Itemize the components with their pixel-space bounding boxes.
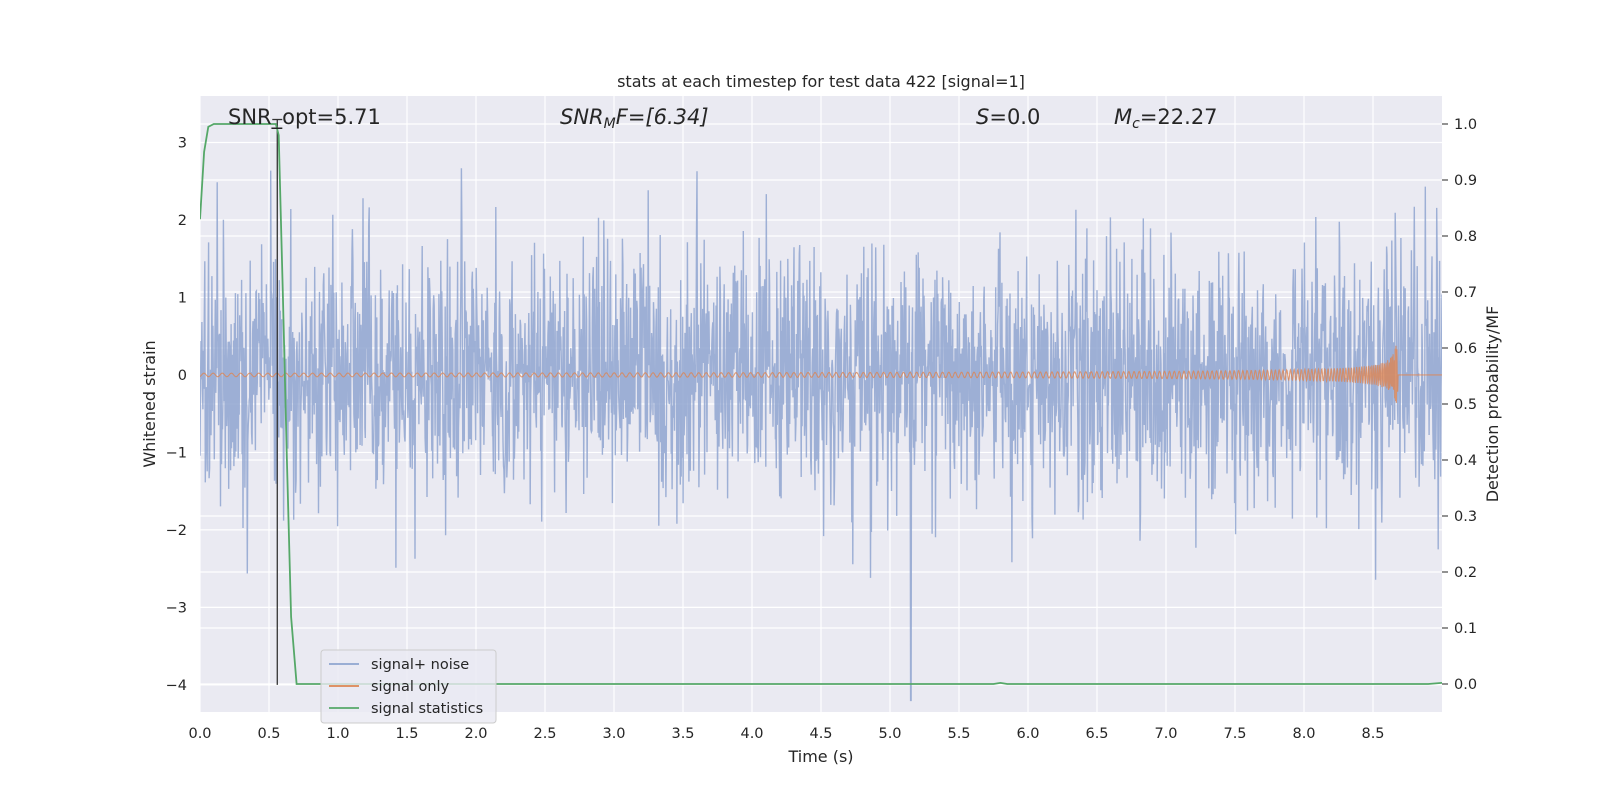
y-right-tick-label-1: 0.9 — [1454, 173, 1477, 189]
x-tick-label-11: 5.5 — [947, 726, 970, 742]
y-right-tick-label-6: 0.4 — [1454, 453, 1477, 469]
legend: signal+ noise signal only signal statist… — [320, 649, 497, 724]
y-tick-label-0: 3 — [178, 135, 187, 151]
y-tick-label-3: 0 — [178, 368, 187, 384]
y-right-tick-label-4: 0.6 — [1454, 341, 1477, 357]
x-tick-label-4: 2.0 — [464, 726, 487, 742]
y-right-tick-label-2: 0.8 — [1454, 229, 1477, 245]
x-tick-label-1: 0.5 — [257, 726, 280, 742]
legend-box — [320, 649, 497, 724]
x-tick-label-7: 3.5 — [671, 726, 694, 742]
x-tick-label-5: 2.5 — [533, 726, 556, 742]
x-axis-ticks: 0.0 0.5 1.0 1.5 2.0 2.5 3.0 3.5 4.0 4.5 5.0 5.5 6.0 6… — [188, 726, 1384, 742]
annotation-s: S=0.0 — [976, 105, 1040, 129]
legend-label-signal-only: signal only — [371, 679, 450, 695]
y-axis-right-label: Detection probability/MF — [1483, 306, 1502, 503]
annotation-snr-mf: SNRMF=[6.34] — [560, 105, 709, 132]
plot-area — [200, 118, 1442, 702]
y-axis-left-ticks: 3 2 1 0 −1 −2 −3 −4 — [166, 135, 187, 693]
series-line-signal-only — [200, 345, 1442, 403]
x-tick-label-3: 1.5 — [395, 726, 418, 742]
y-tick-label-5: −2 — [166, 523, 187, 539]
x-tick-label-17: 8.5 — [1361, 726, 1384, 742]
x-tick-label-16: 8.0 — [1292, 726, 1315, 742]
legend-label-signal-noise: signal+ noise — [371, 657, 469, 673]
y-tick-label-2: 1 — [178, 290, 187, 306]
series-line-signal-noise — [200, 168, 1442, 702]
y-right-tick-label-0: 1.0 — [1454, 117, 1477, 133]
y-axis-right-ticks: 1.0 0.9 0.8 0.7 0.6 0.5 0.4 0.3 0.2 0.1 0.0 — [1442, 117, 1477, 693]
y-axis-label: Whitened strain — [140, 340, 159, 467]
x-tick-label-14: 7.0 — [1154, 726, 1177, 742]
legend-label-signal-statistics: signal statistics — [371, 701, 483, 717]
y-tick-label-7: −4 — [166, 678, 187, 694]
y-right-tick-label-3: 0.7 — [1454, 285, 1477, 301]
y-right-tick-label-5: 0.5 — [1454, 397, 1477, 413]
x-tick-label-12: 6.0 — [1016, 726, 1039, 742]
y-tick-label-6: −3 — [166, 600, 187, 616]
annotation-mc: Mc=22.27 — [1114, 105, 1218, 132]
x-tick-label-10: 5.0 — [878, 726, 901, 742]
x-tick-label-13: 6.5 — [1085, 726, 1108, 742]
y-tick-label-4: −1 — [166, 445, 187, 461]
y-right-tick-label-9: 0.1 — [1454, 621, 1477, 637]
x-tick-label-15: 7.5 — [1223, 726, 1246, 742]
x-tick-label-9: 4.5 — [809, 726, 832, 742]
y-right-tick-label-8: 0.2 — [1454, 565, 1477, 581]
x-tick-label-0: 0.0 — [188, 726, 211, 742]
y-tick-label-1: 2 — [178, 213, 187, 229]
x-tick-label-6: 3.0 — [602, 726, 625, 742]
chart-title: stats at each timestep for test data 422… — [617, 72, 1025, 91]
y-right-tick-label-10: 0.0 — [1454, 677, 1477, 693]
x-axis-label: Time (s) — [787, 747, 853, 766]
annotation-snr-opt: SNR_opt=5.71 — [228, 105, 381, 130]
x-tick-label-2: 1.0 — [326, 726, 349, 742]
series-line-signal-statistics — [200, 123, 1442, 685]
x-tick-label-8: 4.0 — [740, 726, 763, 742]
y-right-tick-label-7: 0.3 — [1454, 509, 1477, 525]
